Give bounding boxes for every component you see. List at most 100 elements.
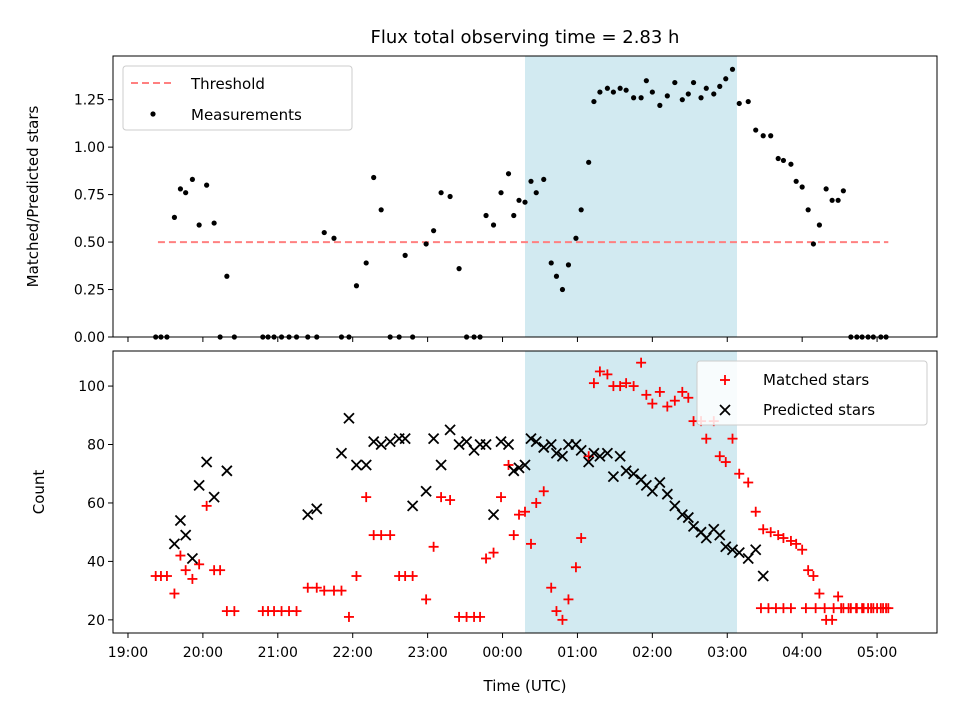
measurement-point bbox=[505, 171, 512, 177]
predicted-point bbox=[208, 491, 220, 503]
measurement-point bbox=[204, 182, 210, 188]
predicted-stroke bbox=[614, 450, 626, 462]
legend-threshold-label: Threshold bbox=[190, 75, 265, 93]
measurement-point bbox=[672, 79, 678, 86]
predicted-point bbox=[676, 509, 688, 521]
measurement-point bbox=[224, 273, 230, 279]
predicted-stroke bbox=[375, 438, 387, 451]
predicted-point bbox=[406, 500, 419, 512]
predicted-stroke bbox=[695, 526, 707, 538]
predicted-stroke bbox=[480, 438, 492, 451]
matched-point bbox=[407, 571, 418, 582]
matched-point bbox=[503, 459, 514, 470]
matched-point bbox=[743, 477, 754, 488]
matched-point bbox=[436, 492, 447, 503]
measurement-point bbox=[657, 102, 663, 108]
measurement-point bbox=[490, 222, 497, 228]
matched-point bbox=[602, 369, 613, 380]
matched-point bbox=[520, 506, 530, 517]
predicted-point bbox=[193, 479, 205, 492]
predicted-stroke bbox=[193, 479, 205, 492]
measurement-point bbox=[423, 241, 429, 247]
matched-point bbox=[683, 392, 694, 403]
predicted-stroke bbox=[682, 511, 694, 524]
measurement-point bbox=[528, 178, 534, 184]
predicted-point bbox=[733, 547, 745, 559]
measurement-point bbox=[805, 207, 811, 213]
panel-ratio: 0.00 0.25 0.50 0.75 1.00 1.25 Matched/Predicte… bbox=[24, 55, 938, 346]
predicted-point bbox=[513, 462, 525, 474]
predicted-point bbox=[588, 447, 600, 459]
predicted-stroke bbox=[420, 485, 432, 497]
matched-point bbox=[161, 571, 172, 582]
y-tick-label: 80 bbox=[87, 438, 105, 454]
measurement-point bbox=[610, 89, 616, 95]
x-tick-label: 19:00 bbox=[108, 645, 148, 661]
predicted-stroke bbox=[538, 441, 550, 454]
matched-point bbox=[720, 457, 731, 468]
predicted-stroke bbox=[640, 479, 652, 492]
matched-point bbox=[475, 611, 486, 622]
matched-point bbox=[636, 357, 647, 368]
matched-point bbox=[785, 535, 796, 546]
predicted-point bbox=[221, 465, 233, 477]
matched-point bbox=[628, 381, 639, 392]
legend-predicted-label: Predicted stars bbox=[763, 401, 875, 419]
predicted-stroke bbox=[720, 541, 732, 553]
predicted-point bbox=[714, 529, 726, 541]
matched-point bbox=[819, 603, 830, 614]
matched-point bbox=[302, 582, 313, 593]
predicted-point bbox=[180, 529, 192, 541]
matched-point bbox=[421, 594, 432, 605]
matched-point bbox=[701, 433, 712, 444]
x-axis-title: Time (UTC) bbox=[483, 677, 567, 695]
y-tick-label: 0.00 bbox=[74, 330, 105, 346]
predicted-stroke bbox=[180, 529, 192, 541]
measurement-point bbox=[565, 262, 572, 268]
matched-point bbox=[343, 611, 354, 622]
predicted-stroke bbox=[460, 435, 473, 448]
predicted-point bbox=[200, 456, 213, 468]
x-tick-label: 22:00 bbox=[333, 645, 373, 661]
measurement-point bbox=[698, 95, 704, 101]
matched-point bbox=[827, 614, 838, 625]
matched-point bbox=[654, 386, 665, 397]
predicted-stroke bbox=[502, 438, 515, 451]
measurement-point bbox=[604, 85, 611, 91]
measurement-point bbox=[548, 260, 554, 266]
measurement-point bbox=[573, 235, 579, 241]
matched-point bbox=[797, 544, 808, 555]
measurement-point bbox=[553, 273, 560, 279]
predicted-point bbox=[757, 570, 769, 582]
predicted-stroke bbox=[607, 471, 620, 483]
measurement-point bbox=[522, 199, 528, 205]
legend-measurement-label: Measurements bbox=[191, 106, 302, 124]
y-tick-label: 0.75 bbox=[74, 188, 105, 204]
y-tick-label: 20 bbox=[87, 613, 105, 629]
matched-point bbox=[662, 401, 673, 412]
matched-point bbox=[514, 509, 525, 520]
matched-point bbox=[351, 571, 362, 582]
predicted-stroke bbox=[406, 500, 419, 512]
x-tick-label: 05:00 bbox=[857, 645, 897, 661]
measurement-point bbox=[775, 155, 781, 162]
y-tick-label: 100 bbox=[78, 379, 105, 395]
predicted-point bbox=[726, 544, 739, 556]
predicted-point bbox=[444, 424, 456, 436]
measurement-point bbox=[511, 212, 517, 219]
predicted-stroke bbox=[513, 462, 525, 474]
panel-counts: 20 40 60 80 100 19:00 20:00 21:00 22:00 23:00 00:0… bbox=[30, 350, 938, 661]
legend-frame bbox=[696, 360, 928, 426]
matched-point bbox=[734, 468, 745, 479]
predicted-stroke bbox=[427, 433, 440, 445]
matched-point bbox=[319, 585, 330, 596]
matched-point bbox=[291, 606, 302, 617]
matched-point bbox=[175, 550, 186, 561]
measurement-point bbox=[835, 197, 841, 203]
predicted-point bbox=[343, 412, 355, 424]
axes-frame bbox=[112, 350, 938, 634]
matched-point bbox=[201, 500, 212, 511]
y-tick-label: 1.25 bbox=[74, 93, 105, 109]
matched-point bbox=[814, 588, 825, 599]
measurement-point bbox=[736, 100, 742, 107]
